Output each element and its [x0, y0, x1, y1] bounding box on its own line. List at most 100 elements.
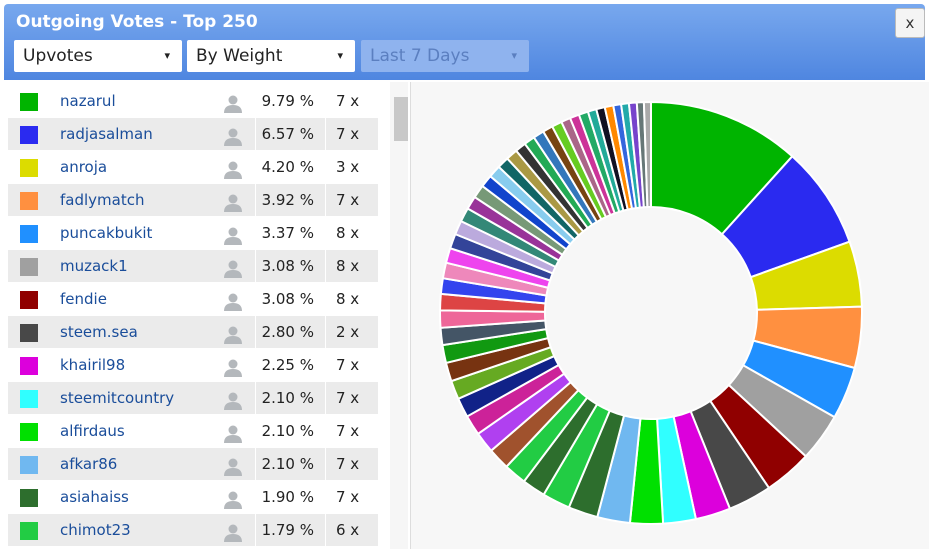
- voter-name[interactable]: anroja: [60, 158, 108, 176]
- profile-icon[interactable]: [224, 125, 242, 158]
- voter-row: steem.sea 2.80 % 2 x: [8, 316, 378, 349]
- vote-percent: 1.79 %: [255, 514, 314, 547]
- scroll-thumb[interactable]: [394, 97, 408, 141]
- profile-icon[interactable]: [224, 488, 242, 521]
- voter-row: nazarul 9.79 % 7 x: [8, 85, 378, 118]
- voter-name[interactable]: fadlymatch: [60, 191, 145, 209]
- color-swatch: [20, 324, 38, 342]
- voter-row: afkar86 2.10 % 7 x: [8, 448, 378, 481]
- voter-name[interactable]: khairil98: [60, 356, 126, 374]
- vote-percent: 4.20 %: [255, 151, 314, 184]
- profile-icon[interactable]: [224, 389, 242, 422]
- voter-row: fendie 3.08 % 8 x: [8, 283, 378, 316]
- person-glyph: [224, 227, 242, 245]
- vote-percent: 9.79 %: [255, 85, 314, 118]
- period-select: Last 7 Days: [361, 40, 529, 72]
- vote-percent: 2.25 %: [255, 349, 314, 382]
- vote-count: 7 x: [325, 349, 373, 382]
- person-glyph: [224, 425, 242, 443]
- vote-count: 8 x: [325, 250, 373, 283]
- profile-icon[interactable]: [224, 356, 242, 389]
- vote-percent: 2.10 %: [255, 382, 314, 415]
- voter-name[interactable]: chimot23: [60, 521, 131, 539]
- profile-icon[interactable]: [224, 158, 242, 191]
- color-swatch: [20, 126, 38, 144]
- person-glyph: [224, 128, 242, 146]
- profile-icon[interactable]: [224, 92, 242, 125]
- person-glyph: [224, 161, 242, 179]
- person-glyph: [224, 458, 242, 476]
- color-swatch: [20, 423, 38, 441]
- vote-count: 3 x: [325, 151, 373, 184]
- person-glyph: [224, 293, 242, 311]
- vote-count: 7 x: [325, 85, 373, 118]
- person-glyph: [224, 326, 242, 344]
- voter-name[interactable]: steemitcountry: [60, 389, 175, 407]
- person-glyph: [224, 491, 242, 509]
- vote-percent: 3.92 %: [255, 184, 314, 217]
- vote-percent: 2.80 %: [255, 316, 314, 349]
- title-bar: Outgoing Votes - Top 250 x Upvotes By We…: [4, 4, 925, 80]
- vote-count: 2 x: [325, 316, 373, 349]
- voter-name[interactable]: afkar86: [60, 455, 118, 473]
- person-glyph: [224, 260, 242, 278]
- dialog-title: Outgoing Votes - Top 250: [16, 12, 258, 32]
- profile-icon[interactable]: [224, 455, 242, 488]
- profile-icon[interactable]: [224, 191, 242, 224]
- color-swatch: [20, 258, 38, 276]
- profile-icon[interactable]: [224, 290, 242, 323]
- vote-percent: 1.90 %: [255, 481, 314, 514]
- close-button[interactable]: x: [895, 8, 925, 38]
- color-swatch: [20, 93, 38, 111]
- profile-icon[interactable]: [224, 323, 242, 356]
- voter-row: muzack1 3.08 % 8 x: [8, 250, 378, 283]
- voter-row: steemitcountry 2.10 % 7 x: [8, 382, 378, 415]
- voter-row: chimot23 1.79 % 6 x: [8, 514, 378, 547]
- vote-percent: 2.10 %: [255, 415, 314, 448]
- voter-name[interactable]: nazarul: [60, 92, 116, 110]
- donut-chart: [439, 100, 863, 525]
- color-swatch: [20, 522, 38, 540]
- vote-count: 7 x: [325, 415, 373, 448]
- voter-row: radjasalman 6.57 % 7 x: [8, 118, 378, 151]
- person-glyph: [224, 359, 242, 377]
- sort-select[interactable]: By Weight: [187, 40, 355, 72]
- vote-count: 7 x: [325, 118, 373, 151]
- vote-percent: 3.37 %: [255, 217, 314, 250]
- donut-slice[interactable]: [642, 100, 652, 209]
- color-swatch: [20, 357, 38, 375]
- voter-row: alfirdaus 2.10 % 7 x: [8, 415, 378, 448]
- voter-row: khairil98 2.25 % 7 x: [8, 349, 378, 382]
- scrollbar[interactable]: [390, 82, 408, 549]
- voter-name[interactable]: muzack1: [60, 257, 128, 275]
- vote-count: 7 x: [325, 448, 373, 481]
- vote-count: 8 x: [325, 217, 373, 250]
- voter-name[interactable]: alfirdaus: [60, 422, 125, 440]
- vote-percent: 6.57 %: [255, 118, 314, 151]
- person-glyph: [224, 95, 242, 113]
- vote-percent: 3.08 %: [255, 250, 314, 283]
- color-swatch: [20, 456, 38, 474]
- voter-name[interactable]: steem.sea: [60, 323, 138, 341]
- vote-count: 6 x: [325, 514, 373, 547]
- voter-name[interactable]: radjasalman: [60, 125, 153, 143]
- vote-percent: 3.08 %: [255, 283, 314, 316]
- profile-icon[interactable]: [224, 257, 242, 290]
- profile-icon[interactable]: [224, 521, 242, 554]
- vote-count: 8 x: [325, 283, 373, 316]
- color-swatch: [20, 291, 38, 309]
- color-swatch: [20, 225, 38, 243]
- voter-name[interactable]: fendie: [60, 290, 107, 308]
- voter-row: fadlymatch 3.92 % 7 x: [8, 184, 378, 217]
- voter-name[interactable]: puncakbukit: [60, 224, 153, 242]
- vote-type-select[interactable]: Upvotes: [14, 40, 182, 72]
- voter-row: asiahaiss 1.90 % 7 x: [8, 481, 378, 514]
- profile-icon[interactable]: [224, 224, 242, 257]
- chart-panel: [410, 82, 929, 549]
- profile-icon[interactable]: [224, 422, 242, 455]
- voter-list: nazarul 9.79 % 7 x radjasalman 6.57 % 7 x anro…: [8, 85, 378, 547]
- voter-name[interactable]: asiahaiss: [60, 488, 129, 506]
- voter-row: anroja 4.20 % 3 x: [8, 151, 378, 184]
- voter-row: puncakbukit 3.37 % 8 x: [8, 217, 378, 250]
